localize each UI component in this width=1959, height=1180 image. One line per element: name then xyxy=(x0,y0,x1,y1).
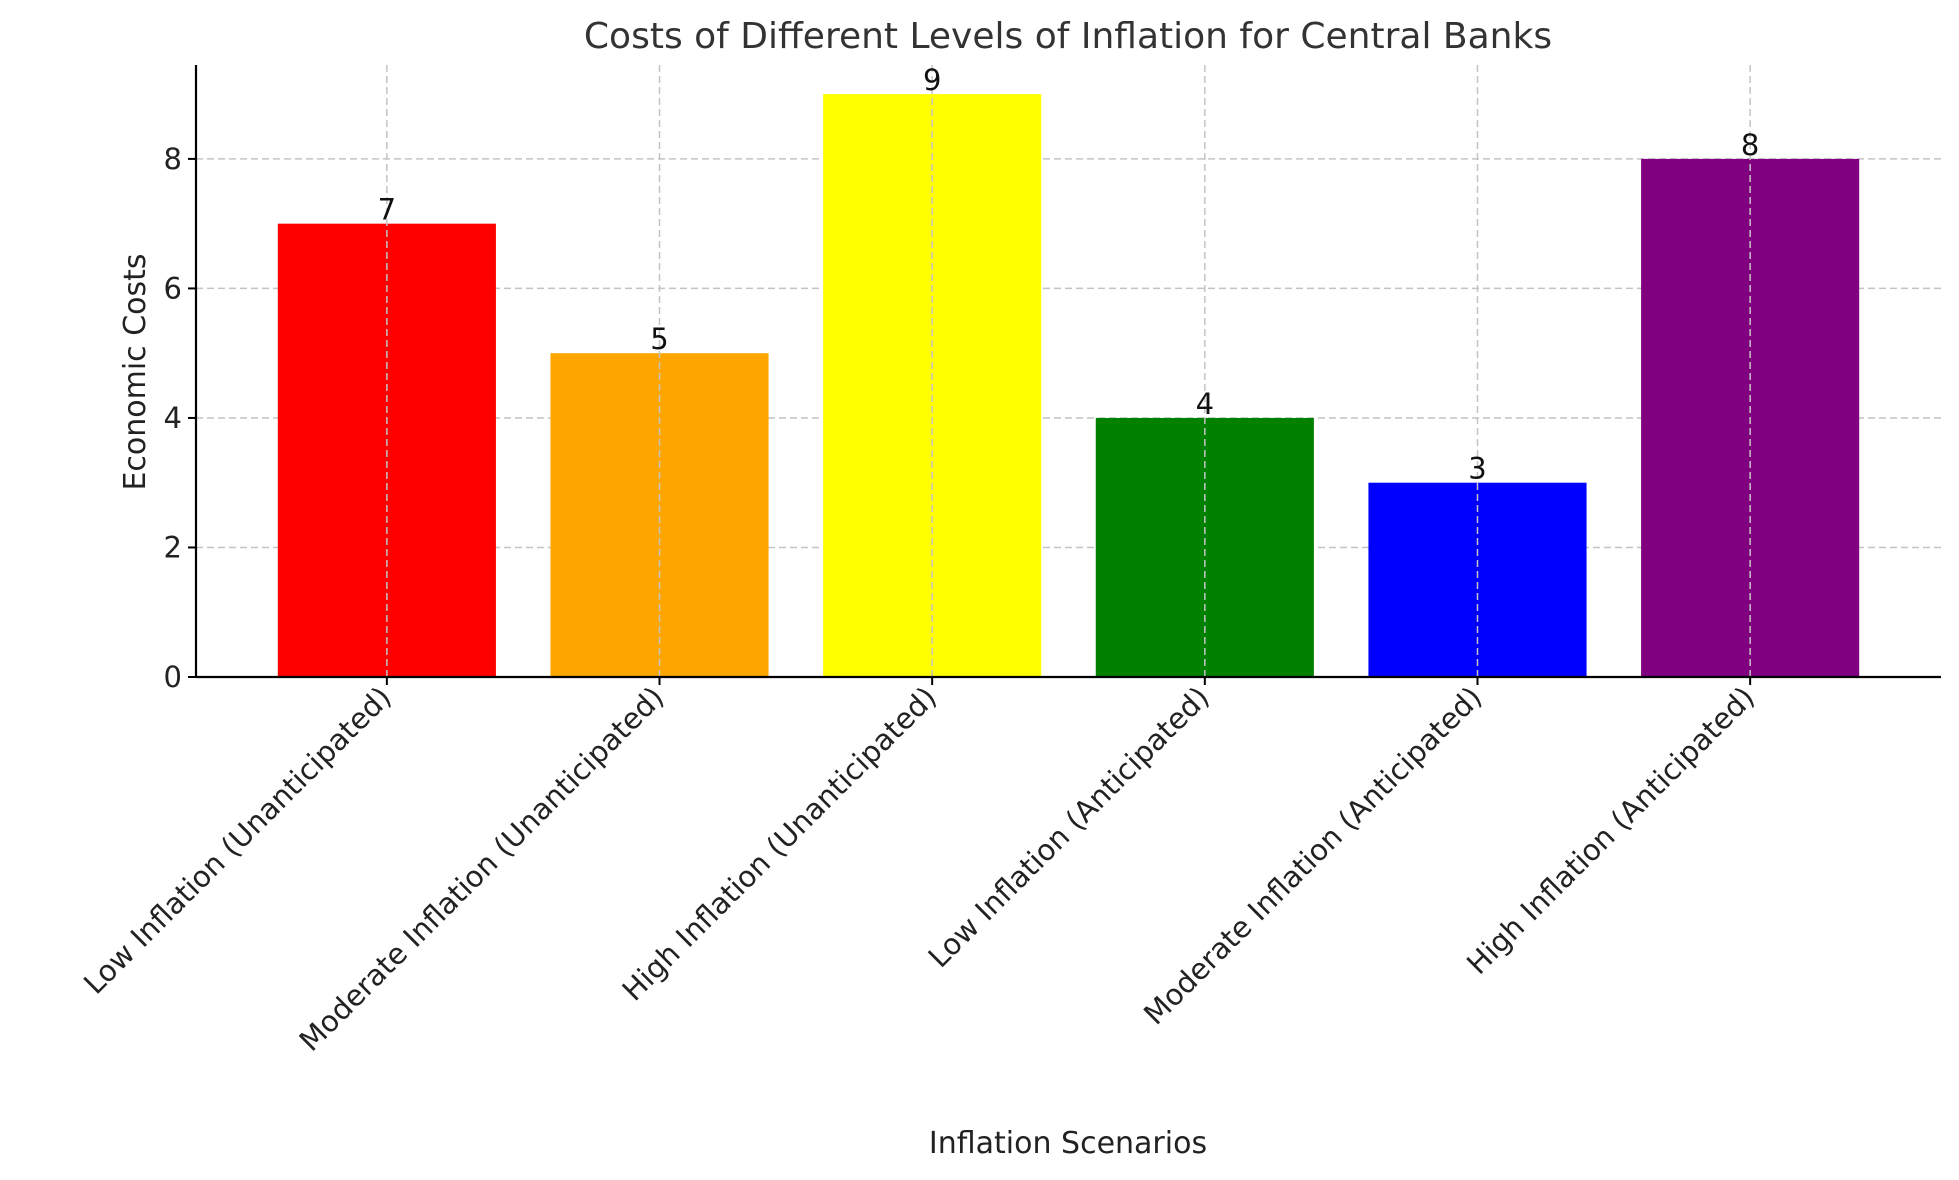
data-labels: 7 5 9 4 3 8 xyxy=(378,63,1760,486)
x-tick-label: Low Inflation (Anticipated) xyxy=(922,680,1216,974)
y-tick-label: 2 xyxy=(164,530,182,564)
x-tick-label: Moderate Inflation (Anticipated) xyxy=(1137,680,1488,1031)
y-tick-label: 4 xyxy=(164,401,182,435)
y-tick-label: 0 xyxy=(164,660,182,694)
bar xyxy=(1368,482,1587,677)
y-tick-label: 8 xyxy=(164,142,182,176)
data-label: 5 xyxy=(650,322,668,356)
data-label: 4 xyxy=(1196,387,1214,421)
x-tick-label: High Inflation (Unanticipated) xyxy=(616,680,944,1008)
chart-title: Costs of Different Levels of Inflation f… xyxy=(584,16,1552,57)
bars xyxy=(277,94,1860,677)
y-tick-label: 6 xyxy=(164,271,182,305)
vertical-grid-lines xyxy=(386,65,1751,677)
data-label: 7 xyxy=(378,193,396,227)
data-label: 9 xyxy=(923,63,941,97)
y-axis-ticks: 0 2 4 6 8 xyxy=(164,142,196,694)
y-axis-label: Economic Costs xyxy=(118,253,153,490)
x-tick-label: Low Inflation (Unanticipated) xyxy=(77,680,398,1001)
data-label: 8 xyxy=(1741,128,1759,162)
data-label: 3 xyxy=(1468,452,1486,486)
x-axis-label: Inflation Scenarios xyxy=(929,1126,1207,1161)
x-tick-label: High Inflation (Anticipated) xyxy=(1460,680,1761,981)
x-axis-ticks: Low Inflation (Unanticipated) Moderate In… xyxy=(77,677,1761,1058)
